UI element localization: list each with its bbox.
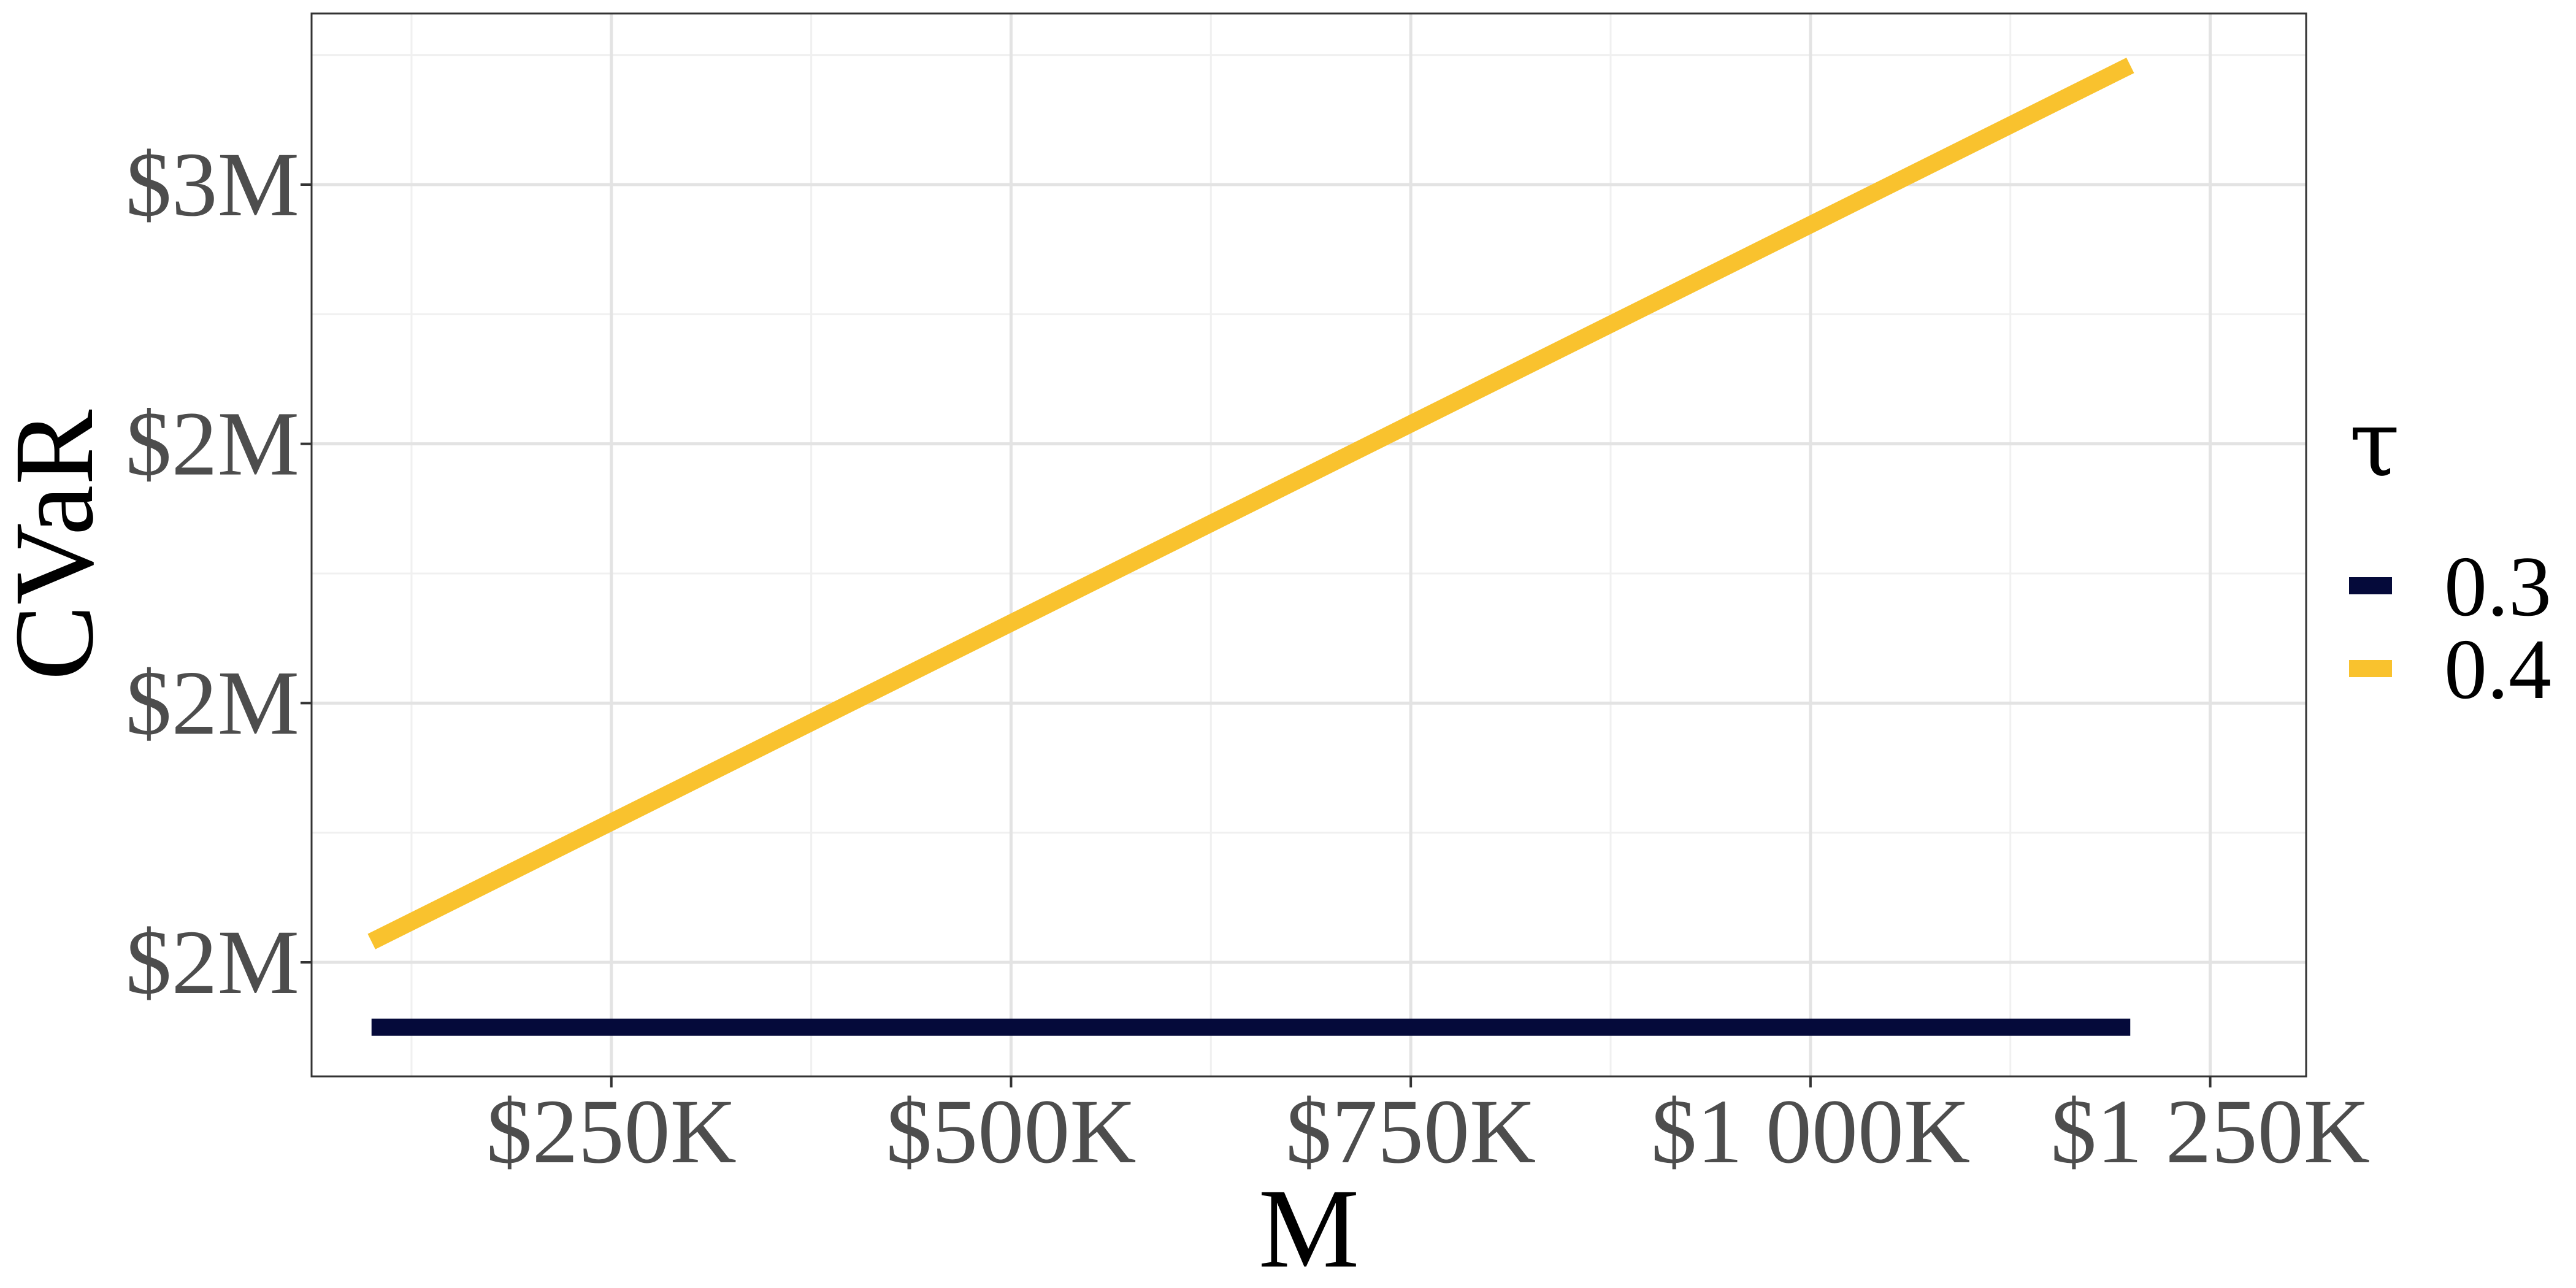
minor-gridlines (312, 13, 2306, 1076)
x-tick-label: $1 250K (2050, 1081, 2370, 1183)
y-axis-tick-labels: $2M $2M $2M $3M (126, 134, 299, 1013)
x-tick-label: $250K (486, 1081, 737, 1183)
x-tick-label: $750K (1286, 1081, 1536, 1183)
legend-swatch (2349, 577, 2392, 594)
legend-swatch (2349, 660, 2392, 677)
legend-title: τ (2349, 391, 2400, 497)
y-tick-label: $2M (126, 911, 299, 1013)
plot-panel-border (310, 12, 2307, 1078)
legend-label: 0.4 (2444, 622, 2551, 717)
y-tick-label: $2M (126, 652, 299, 754)
x-tick-label: $1 000K (1650, 1081, 1970, 1183)
y-tick-label: $3M (126, 134, 299, 236)
axis-ticks (301, 183, 2212, 1087)
legend-label: 0.3 (2444, 539, 2551, 634)
y-tick-label: $2M (126, 393, 299, 495)
x-axis-tick-labels: $250K $500K $750K $1 000K $1 250K (486, 1081, 2370, 1183)
x-axis-title: M (1259, 1166, 1360, 1288)
y-axis-title: CVaR (0, 409, 117, 681)
major-gridlines (312, 13, 2306, 1076)
series-line-0-4 (367, 58, 2134, 949)
series-lines (367, 58, 2134, 1036)
legend-items: 0.30.4 (2349, 539, 2551, 717)
legend: τ 0.30.4 (2349, 391, 2551, 717)
x-tick-label: $500K (886, 1081, 1136, 1183)
